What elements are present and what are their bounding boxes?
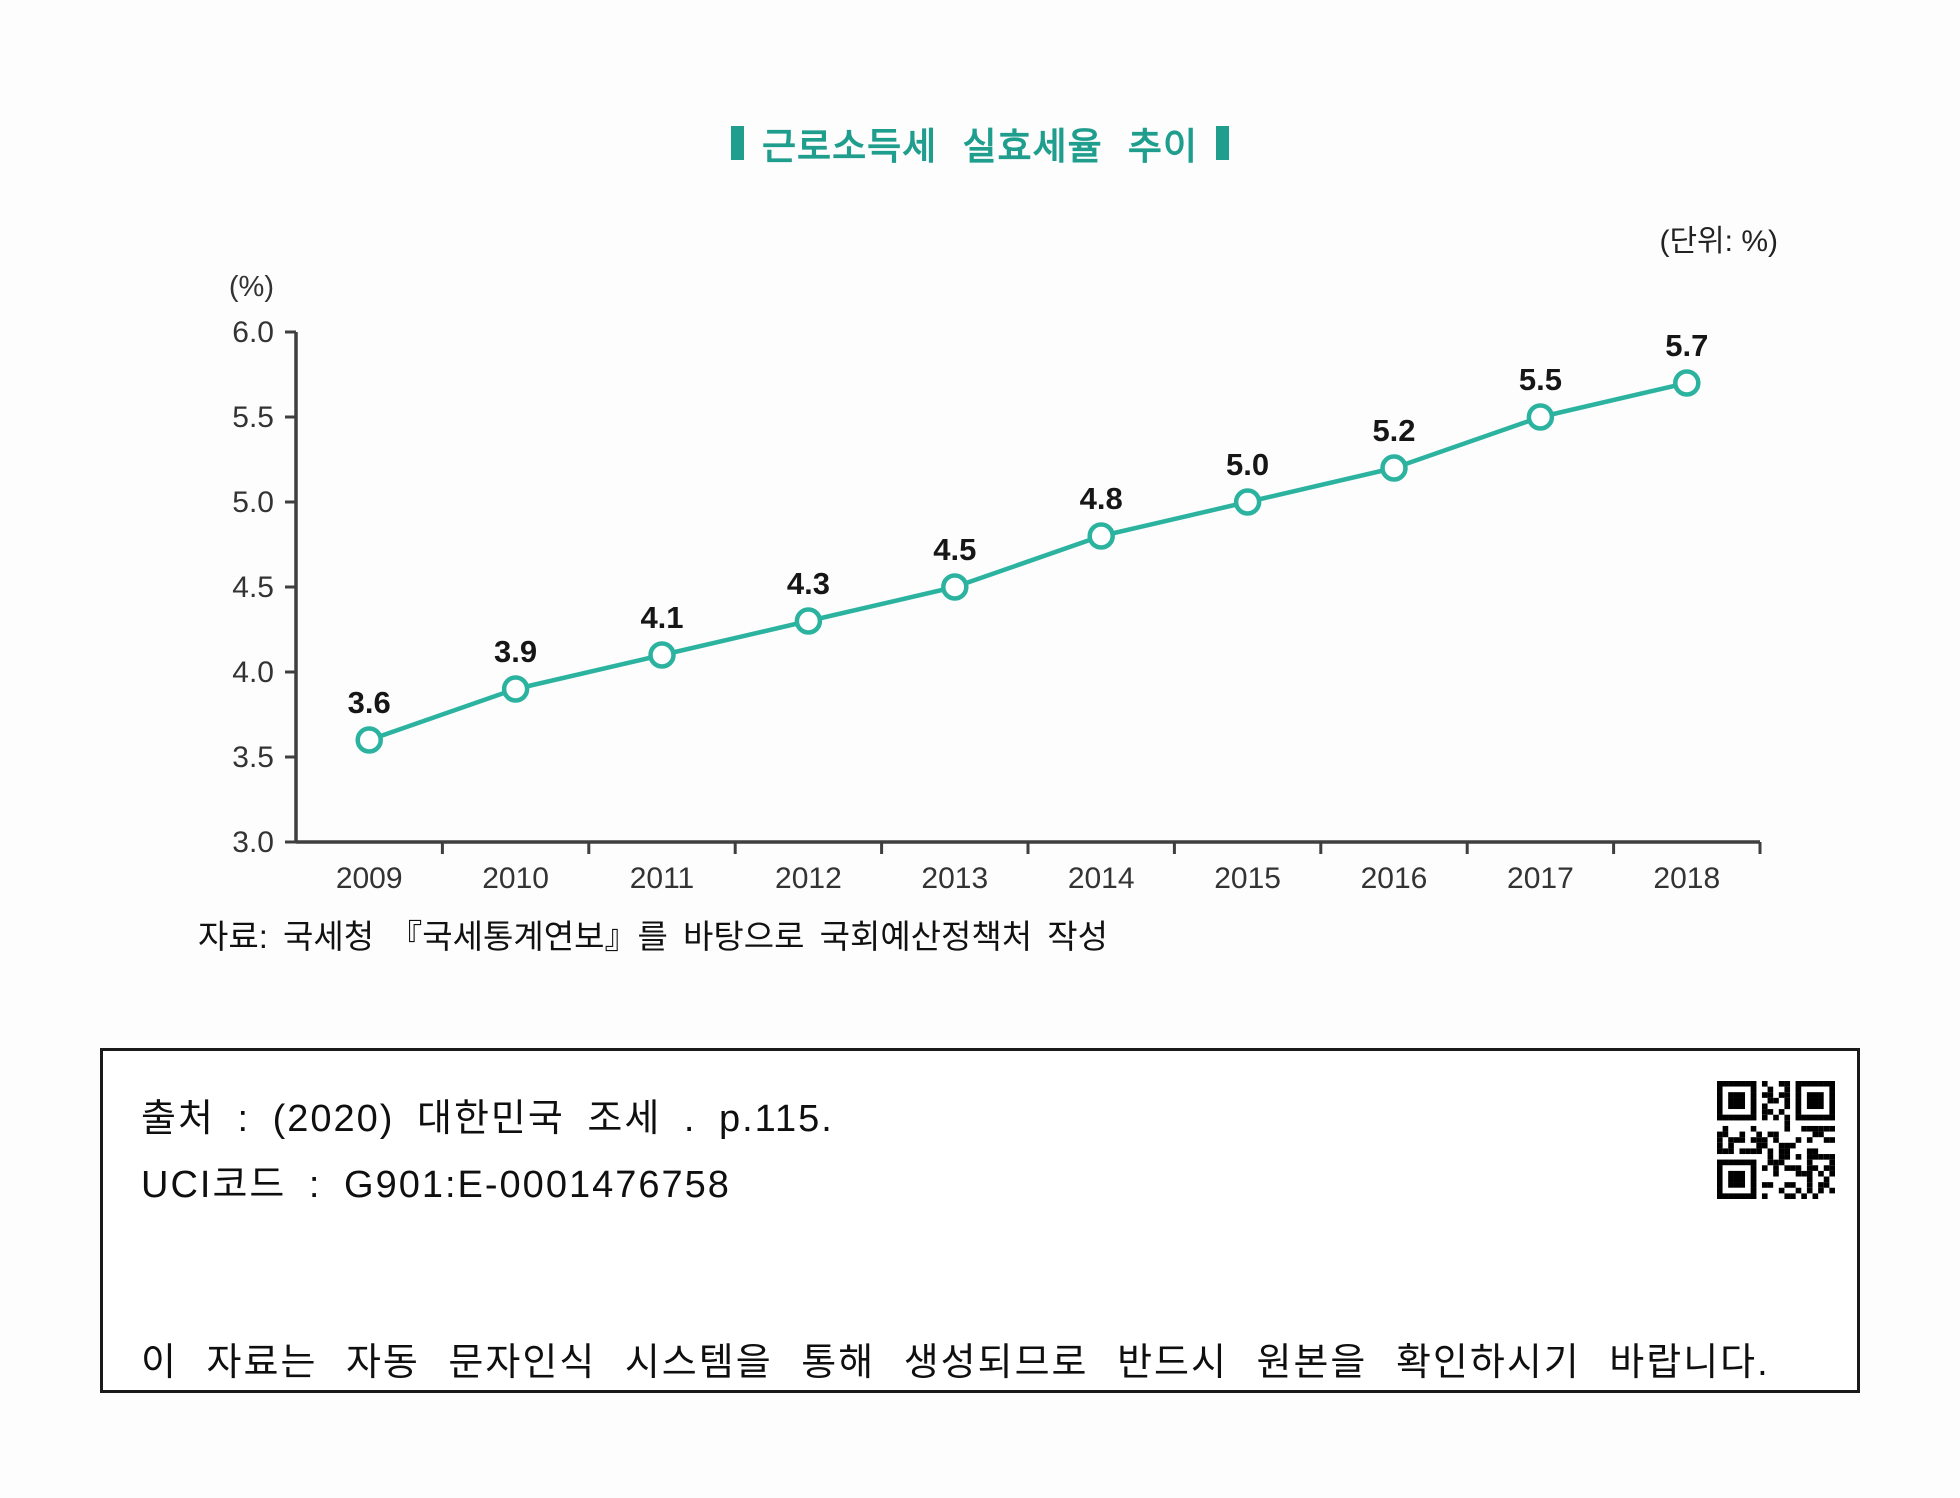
source-note: 자료: 국세청 『국세통계연보』를 바탕으로 국회예산정책처 작성 xyxy=(198,918,1109,955)
y-tick-label: 4.5 xyxy=(232,571,274,604)
qr-code-icon xyxy=(1717,1081,1835,1199)
x-tick-label: 2013 xyxy=(921,862,988,895)
y-axis-unit-label: (%) xyxy=(229,271,274,303)
data-point-marker xyxy=(648,641,676,669)
data-point-marker xyxy=(501,675,530,703)
data-point-label: 3.9 xyxy=(494,634,537,669)
data-point-marker xyxy=(794,607,823,635)
y-tick-label: 3.0 xyxy=(232,826,274,859)
y-tick-label: 6.0 xyxy=(232,316,274,349)
chart-title-row: 근로소득세 실효세율 추이 xyxy=(0,116,1960,170)
data-point-label: 3.6 xyxy=(348,685,391,720)
data-point-label: 5.0 xyxy=(1226,447,1269,482)
unit-note: (단위: %) xyxy=(1659,225,1778,258)
data-point-marker xyxy=(355,726,383,754)
x-tick-label: 2009 xyxy=(336,862,403,895)
y-tick-label: 5.0 xyxy=(232,486,274,519)
data-point-marker xyxy=(1087,522,1115,550)
x-tick-label: 2012 xyxy=(775,862,842,895)
x-tick-label: 2010 xyxy=(482,862,549,895)
data-point-label: 4.1 xyxy=(640,600,683,635)
data-point-marker xyxy=(1673,369,1701,397)
citation-notice-line: 이 자료는 자동 문자인식 시스템을 통해 생성되므로 반드시 원본을 확인하시… xyxy=(141,1342,1770,1384)
data-point-label: 5.2 xyxy=(1372,413,1415,448)
data-point-marker xyxy=(941,573,969,601)
data-point-label: 4.8 xyxy=(1080,481,1123,516)
data-point-marker xyxy=(1526,403,1555,431)
x-tick-label: 2017 xyxy=(1507,862,1574,895)
page-title: 근로소득세 실효세율 추이 xyxy=(762,126,1198,167)
citation-box: 출처 : (2020) 대한민국 조세 . p.115. UCI코드 : G90… xyxy=(100,1048,1860,1393)
data-point-label: 4.3 xyxy=(787,566,830,601)
line-chart: 3.0 3.5 4.0 4.5 5.0 5.5 6.0 (%) 2009 2010 2011 2012… xyxy=(229,271,1762,895)
citation-uci-line: UCI코드 : G901:E-0001476758 xyxy=(141,1164,731,1206)
data-line xyxy=(368,380,1688,743)
data-point-label: 5.5 xyxy=(1519,362,1562,397)
x-tick-label: 2011 xyxy=(630,862,695,895)
data-point-marker xyxy=(1233,488,1262,516)
data-point-label: 5.7 xyxy=(1665,328,1708,363)
title-marker-right xyxy=(1216,126,1229,160)
y-tick-label: 5.5 xyxy=(232,401,274,434)
x-tick-label: 2018 xyxy=(1653,862,1720,895)
x-tick-label: 2015 xyxy=(1214,862,1281,895)
data-point-marker xyxy=(1380,454,1408,482)
citation-source-line: 출처 : (2020) 대한민국 조세 . p.115. xyxy=(141,1098,834,1140)
data-point-label: 4.5 xyxy=(933,532,976,567)
y-tick-label: 3.5 xyxy=(232,741,274,774)
y-tick-label: 4.0 xyxy=(232,656,274,689)
x-tick-label: 2014 xyxy=(1068,862,1135,895)
title-marker-left xyxy=(731,126,744,160)
x-tick-label: 2016 xyxy=(1361,862,1428,895)
